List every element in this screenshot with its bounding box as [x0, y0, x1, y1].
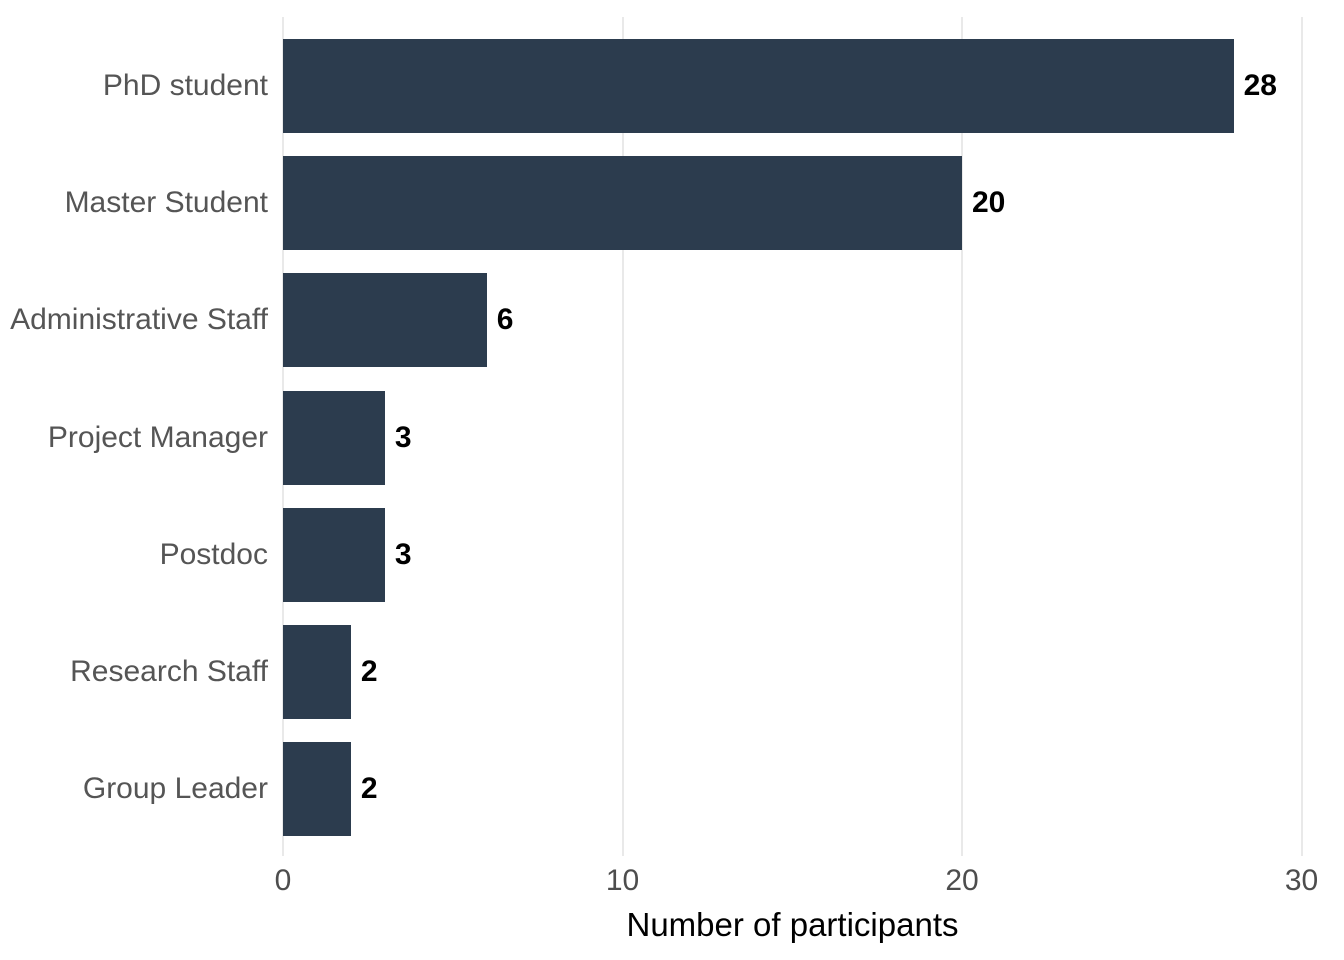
x-axis-tick-label: 0 — [274, 864, 292, 897]
bar-value-label: 3 — [394, 420, 412, 454]
bar-value-label: 2 — [360, 772, 378, 806]
y-axis-category-label: PhD student — [102, 69, 268, 102]
y-axis-category-label: Postdoc — [159, 537, 268, 571]
bar-value-label: 2 — [360, 655, 378, 688]
bar — [283, 742, 351, 837]
y-axis-category-label: Project Manager — [47, 420, 268, 454]
y-axis-category-label: Group Leader — [82, 772, 268, 806]
y-axis-category-label: Research Staff — [70, 655, 268, 688]
x-axis-title: Number of participants — [626, 906, 959, 943]
x-axis-tick-label: 10 — [605, 864, 640, 897]
x-axis-tick-label: 30 — [1284, 864, 1319, 897]
bar — [283, 625, 351, 719]
bar — [283, 39, 1234, 133]
bar-value-label: 6 — [496, 303, 514, 337]
bar — [283, 156, 962, 251]
y-axis-category-label: Administrative Staff — [10, 303, 268, 337]
x-axis-tick-label: 20 — [945, 864, 979, 897]
y-axis-category-label: Master Student — [64, 186, 268, 220]
x-gridline — [961, 17, 963, 856]
bar-value-label: 20 — [972, 186, 1006, 220]
bar — [283, 390, 385, 485]
bar — [283, 507, 385, 602]
bar — [283, 273, 487, 368]
bar-value-label: 3 — [394, 537, 412, 571]
x-gridline — [621, 17, 624, 856]
x-gridline — [1300, 17, 1303, 856]
bar-value-label: 28 — [1243, 69, 1277, 102]
